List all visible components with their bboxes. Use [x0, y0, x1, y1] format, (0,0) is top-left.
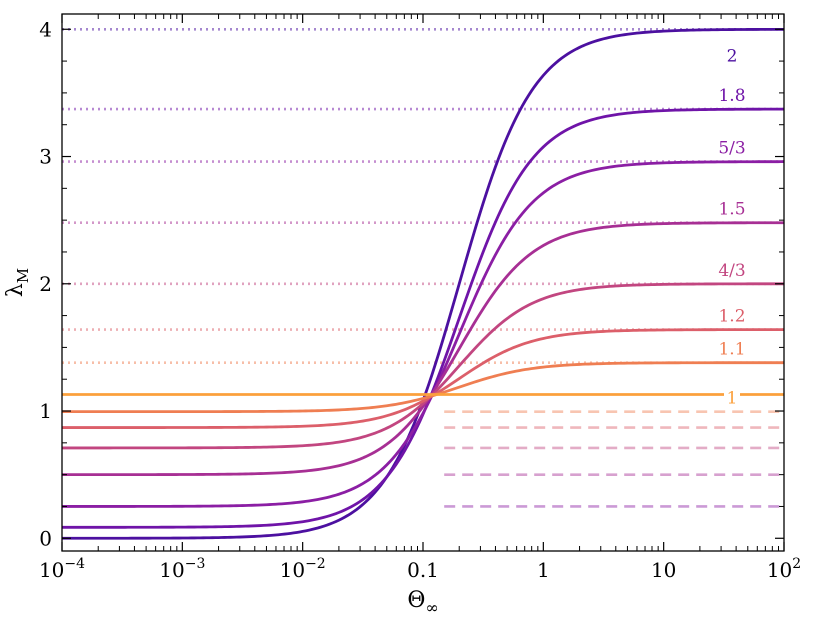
y-tick-label: 0 — [39, 526, 52, 550]
x-tick-label: 10 — [651, 558, 676, 582]
reference-lines — [62, 27, 784, 508]
x-tick-label: 10−4 — [39, 556, 85, 582]
y-tick-label: 4 — [39, 17, 52, 41]
x-tick-label: 10−3 — [159, 556, 205, 582]
series-line — [62, 328, 784, 429]
x-tick-label: 1 — [537, 558, 550, 582]
series-line — [62, 107, 785, 529]
y-axis-label: λM — [3, 268, 32, 297]
x-axis-label: Θ∞ — [407, 588, 438, 617]
series-label: 1 — [727, 388, 738, 408]
y-tick-label: 1 — [39, 399, 52, 423]
x-tick-label: 0.1 — [407, 558, 439, 582]
series-curves — [61, 27, 785, 540]
series-label: 1.8 — [718, 86, 745, 106]
y-tick-label: 3 — [39, 145, 52, 169]
y-tick-label: 2 — [39, 272, 52, 296]
series-label: 5/3 — [718, 139, 745, 159]
x-tick-label: 102 — [767, 556, 801, 582]
series-label: 1.1 — [718, 340, 745, 360]
series-label: 1.2 — [718, 307, 745, 327]
series-label: 2 — [727, 46, 738, 66]
axis-ticks: 10−4 10−3 10−2 0.1 1 10 102 0 1 2 3 4 — [39, 14, 801, 582]
series-line — [62, 282, 785, 450]
series-label-background — [724, 388, 740, 408]
series-line — [62, 361, 785, 414]
series-line — [62, 221, 784, 477]
series-line — [62, 160, 784, 508]
series-label: 4/3 — [718, 261, 745, 281]
series-label: 1.5 — [718, 200, 745, 220]
x-tick-label: 10−2 — [280, 556, 326, 582]
series-labels: 2 1.8 5/3 1.5 4/3 1.2 1.1 1 — [718, 46, 745, 408]
